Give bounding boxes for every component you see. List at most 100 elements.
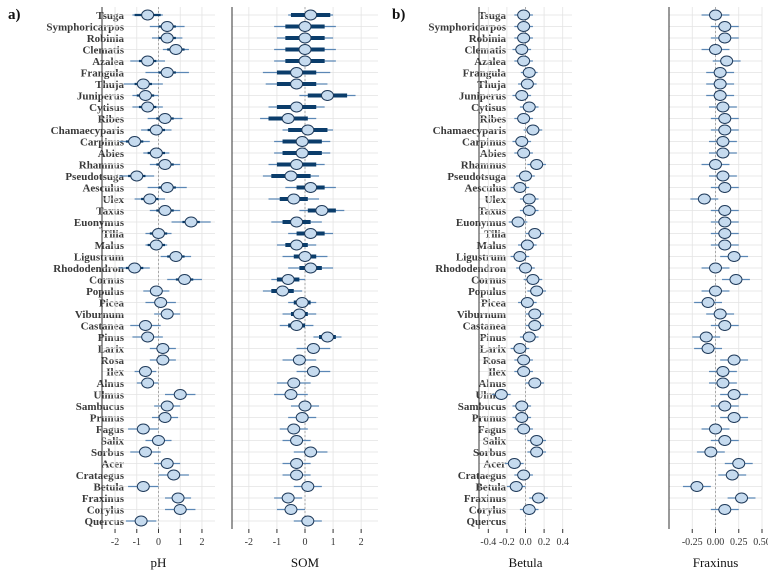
estimate-point [301, 481, 315, 492]
estimate-point [517, 469, 531, 481]
estimate-point [160, 21, 174, 32]
estimate-point [709, 262, 722, 274]
estimate-point [130, 170, 144, 182]
estimate-point [284, 504, 298, 515]
estimate-point [160, 182, 174, 193]
genus-label: Betula [475, 482, 506, 494]
estimate-point [304, 228, 318, 239]
x-axis-label: SOM [291, 555, 320, 570]
genus-label: Corylus [469, 505, 507, 517]
estimate-point [517, 354, 531, 366]
estimate-point [156, 343, 170, 354]
estimate-point [735, 492, 749, 504]
estimate-point [290, 320, 304, 331]
estimate-point [718, 239, 732, 251]
estimate-point [528, 320, 542, 331]
estimate-point [515, 136, 529, 147]
estimate-point [509, 481, 523, 492]
estimate-point [528, 308, 542, 320]
genus-label: Ribes [98, 114, 125, 126]
genus-label: Quercus [84, 516, 124, 528]
estimate-point [290, 458, 304, 469]
genus-label: Thuja [95, 79, 124, 91]
estimate-point [298, 44, 312, 55]
subplot-som: -2 -1 0 1 2 SOM [231, 7, 378, 570]
genus-label: Tsuga [478, 10, 506, 22]
estimate-point [532, 492, 546, 504]
genus-label: Ilex [488, 367, 506, 379]
genus-label: Rhododendron [435, 263, 506, 275]
estimate-point [287, 193, 301, 205]
estimate-point [152, 435, 165, 446]
x-tick-label: 2 [199, 537, 204, 548]
estimate-point [320, 90, 334, 101]
genus-label: Ulmus [93, 390, 124, 402]
panel-a: a) TsugaSymphoricarposRobiniaClematisAzal… [8, 7, 378, 570]
subplot-betula: -0.4 -0.2 0.0 0.2 0.4 Betula [478, 7, 572, 570]
estimate-point [306, 366, 320, 377]
estimate-point [152, 228, 165, 239]
panel-b: b) TsugaSymphoricarposRobiniaClematisAzal… [392, 7, 768, 570]
estimate-point [718, 400, 732, 412]
estimate-point [295, 147, 309, 159]
estimate-point [290, 435, 304, 446]
estimate-point [298, 21, 312, 32]
genus-label: Prunus [472, 413, 507, 425]
estimate-point [511, 216, 525, 228]
estimate-point [154, 297, 168, 308]
estimate-point [298, 251, 312, 262]
genus-label: Ligustrum [74, 252, 124, 264]
estimate-point [517, 423, 531, 435]
estimate-point [281, 113, 295, 124]
genus-label: Abies [480, 148, 507, 160]
x-tick-label: 0.00 [707, 537, 725, 548]
genus-label: Chamaecyparis [51, 125, 125, 137]
estimate-point [713, 308, 727, 320]
x-tick-label: 2 [359, 537, 364, 548]
estimate-point [298, 400, 312, 412]
estimate-point [519, 170, 532, 182]
estimate-point [304, 262, 318, 274]
genus-label: Taxus [96, 206, 124, 218]
estimate-point [173, 504, 187, 515]
genus-label: Castanea [463, 321, 507, 333]
estimate-point [156, 354, 170, 366]
estimate-point [298, 55, 312, 67]
estimate-point [138, 366, 152, 377]
x-tick-label: 0.25 [730, 537, 748, 548]
estimate-point [160, 458, 174, 469]
estimate-point [513, 182, 527, 193]
estimate-point [716, 101, 730, 113]
estimate-point [709, 44, 722, 55]
estimate-point [128, 136, 142, 147]
estimate-point [136, 481, 150, 492]
estimate-point [517, 366, 531, 377]
estimate-point [522, 101, 536, 113]
estimate-point [718, 113, 732, 124]
estimate-point [290, 67, 304, 78]
genus-label: Clematis [464, 45, 506, 57]
subplot-fraxinus: -0.25 0.00 0.25 0.50 Fraxinus [668, 7, 768, 570]
genus-label: Castanea [81, 321, 125, 333]
genus-label: Carpinus [462, 137, 507, 149]
estimate-point [526, 274, 540, 285]
estimate-point [284, 389, 298, 400]
genus-label: Rhamnus [461, 160, 507, 172]
estimate-point [143, 193, 157, 205]
estimate-point [727, 251, 741, 262]
x-tick-label: 1 [331, 537, 336, 548]
genus-label: Abies [98, 148, 125, 160]
estimate-point [515, 412, 529, 423]
estimate-point [716, 147, 730, 159]
estimate-point [167, 469, 181, 481]
estimate-point [530, 435, 544, 446]
estimate-point [295, 136, 309, 147]
estimate-point [306, 343, 320, 354]
x-tick-label: -1 [133, 537, 141, 548]
estimate-point [295, 297, 309, 308]
genus-label: Pinus [98, 332, 125, 344]
x-axis-label: pH [151, 555, 167, 570]
estimate-point [158, 113, 172, 124]
estimate-point [158, 159, 172, 170]
